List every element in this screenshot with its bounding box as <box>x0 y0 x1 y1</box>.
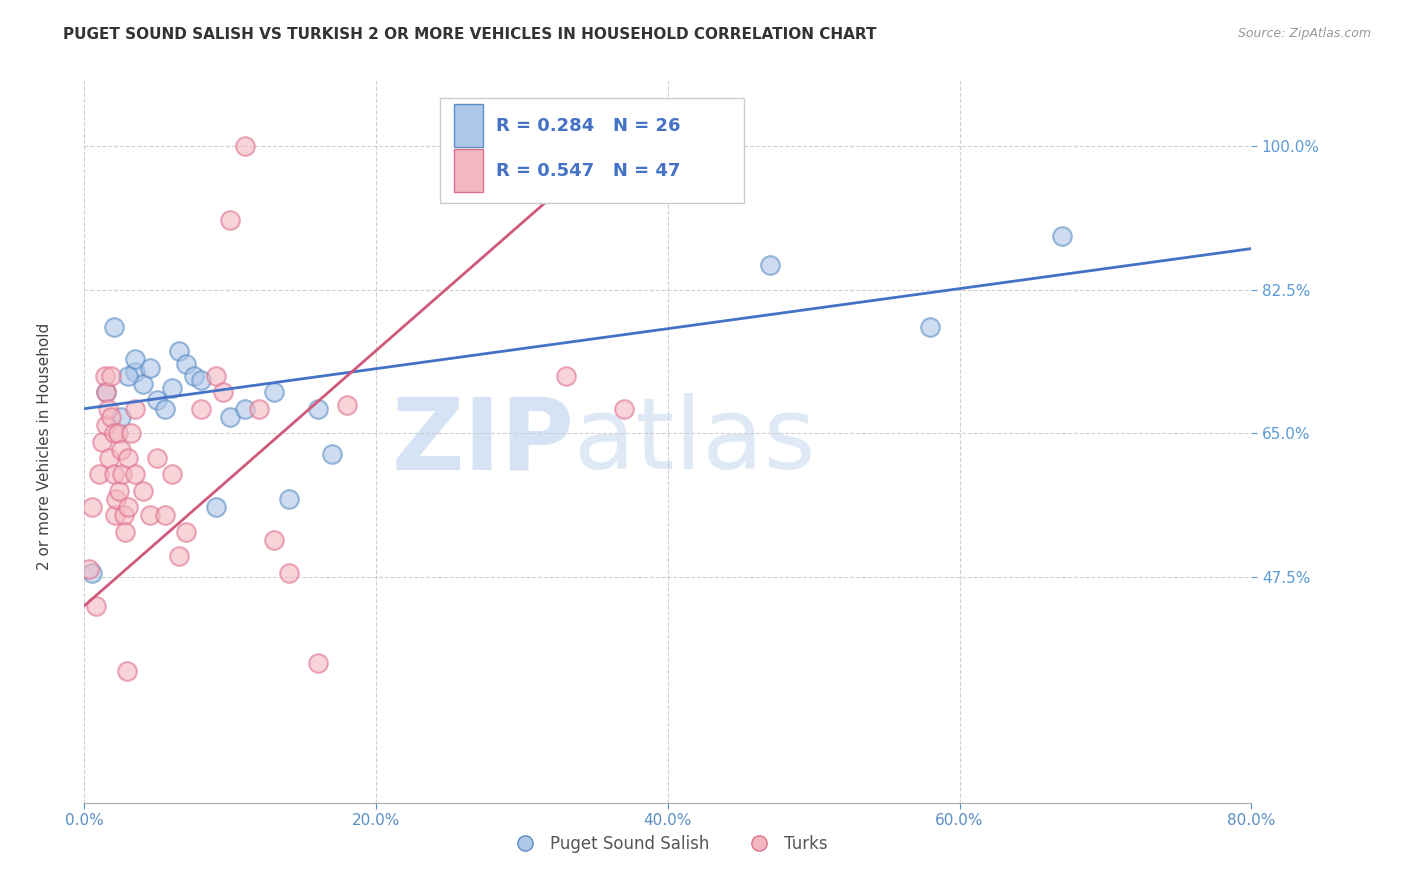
Text: 2 or more Vehicles in Household: 2 or more Vehicles in Household <box>38 322 52 570</box>
Point <box>132 483 155 498</box>
Point <box>249 401 271 416</box>
Text: atlas: atlas <box>575 393 815 490</box>
Point <box>94 368 117 383</box>
Point <box>110 409 132 424</box>
Point <box>124 365 146 379</box>
Point <box>80 566 103 580</box>
Point <box>1050 229 1073 244</box>
Point <box>190 401 212 416</box>
Point <box>176 524 198 539</box>
Point <box>219 212 242 227</box>
Bar <box>454 149 484 193</box>
Point <box>920 319 942 334</box>
Point <box>111 467 134 482</box>
Point <box>124 467 146 482</box>
Point <box>204 368 226 383</box>
Point <box>84 599 107 613</box>
Point <box>110 442 132 457</box>
Point <box>277 566 299 580</box>
Point <box>307 657 329 671</box>
Point <box>115 665 138 679</box>
Point <box>204 500 226 515</box>
Point <box>759 258 782 272</box>
Text: R = 0.284   N = 26: R = 0.284 N = 26 <box>496 117 681 135</box>
Point <box>190 373 212 387</box>
Point <box>117 450 139 465</box>
Point <box>263 533 285 547</box>
Point <box>183 368 205 383</box>
Point <box>103 319 125 334</box>
Point <box>263 385 285 400</box>
Point <box>108 483 131 498</box>
Point <box>233 401 256 416</box>
Point <box>117 500 139 515</box>
Point <box>87 467 110 482</box>
Point <box>277 491 299 506</box>
Point <box>96 385 118 400</box>
Point <box>100 409 122 424</box>
Point <box>613 401 636 416</box>
Point <box>554 368 576 383</box>
Point <box>132 377 155 392</box>
Point <box>124 352 146 367</box>
Point <box>176 357 198 371</box>
Point <box>114 524 136 539</box>
Point <box>139 360 162 375</box>
Point <box>96 385 118 400</box>
Point <box>212 385 235 400</box>
Point <box>90 434 112 449</box>
Point <box>97 401 120 416</box>
Point <box>233 139 256 153</box>
Text: ZIP: ZIP <box>392 393 575 490</box>
Point <box>107 426 129 441</box>
Point <box>307 401 329 416</box>
Point <box>103 426 125 441</box>
Point <box>117 368 139 383</box>
Point <box>80 500 103 515</box>
Point <box>105 491 128 506</box>
Point <box>103 467 125 482</box>
Point <box>112 508 135 523</box>
Point <box>104 508 127 523</box>
Point <box>77 562 100 576</box>
Point <box>160 467 183 482</box>
Point <box>98 450 121 465</box>
Point <box>153 508 176 523</box>
Point <box>167 549 190 564</box>
Point <box>139 508 162 523</box>
Bar <box>454 104 484 147</box>
FancyBboxPatch shape <box>440 98 744 203</box>
Point <box>167 344 190 359</box>
Legend: Puget Sound Salish, Turks: Puget Sound Salish, Turks <box>502 828 834 860</box>
Point <box>96 418 118 433</box>
Point <box>124 401 146 416</box>
Point <box>336 398 359 412</box>
Text: Source: ZipAtlas.com: Source: ZipAtlas.com <box>1237 27 1371 40</box>
Point <box>120 426 142 441</box>
Text: PUGET SOUND SALISH VS TURKISH 2 OR MORE VEHICLES IN HOUSEHOLD CORRELATION CHART: PUGET SOUND SALISH VS TURKISH 2 OR MORE … <box>63 27 877 42</box>
Point <box>153 401 176 416</box>
Point <box>160 381 183 395</box>
Point <box>100 368 122 383</box>
Point <box>146 450 169 465</box>
Text: R = 0.547   N = 47: R = 0.547 N = 47 <box>496 161 681 179</box>
Point <box>321 447 343 461</box>
Point <box>146 393 169 408</box>
Point <box>219 409 242 424</box>
